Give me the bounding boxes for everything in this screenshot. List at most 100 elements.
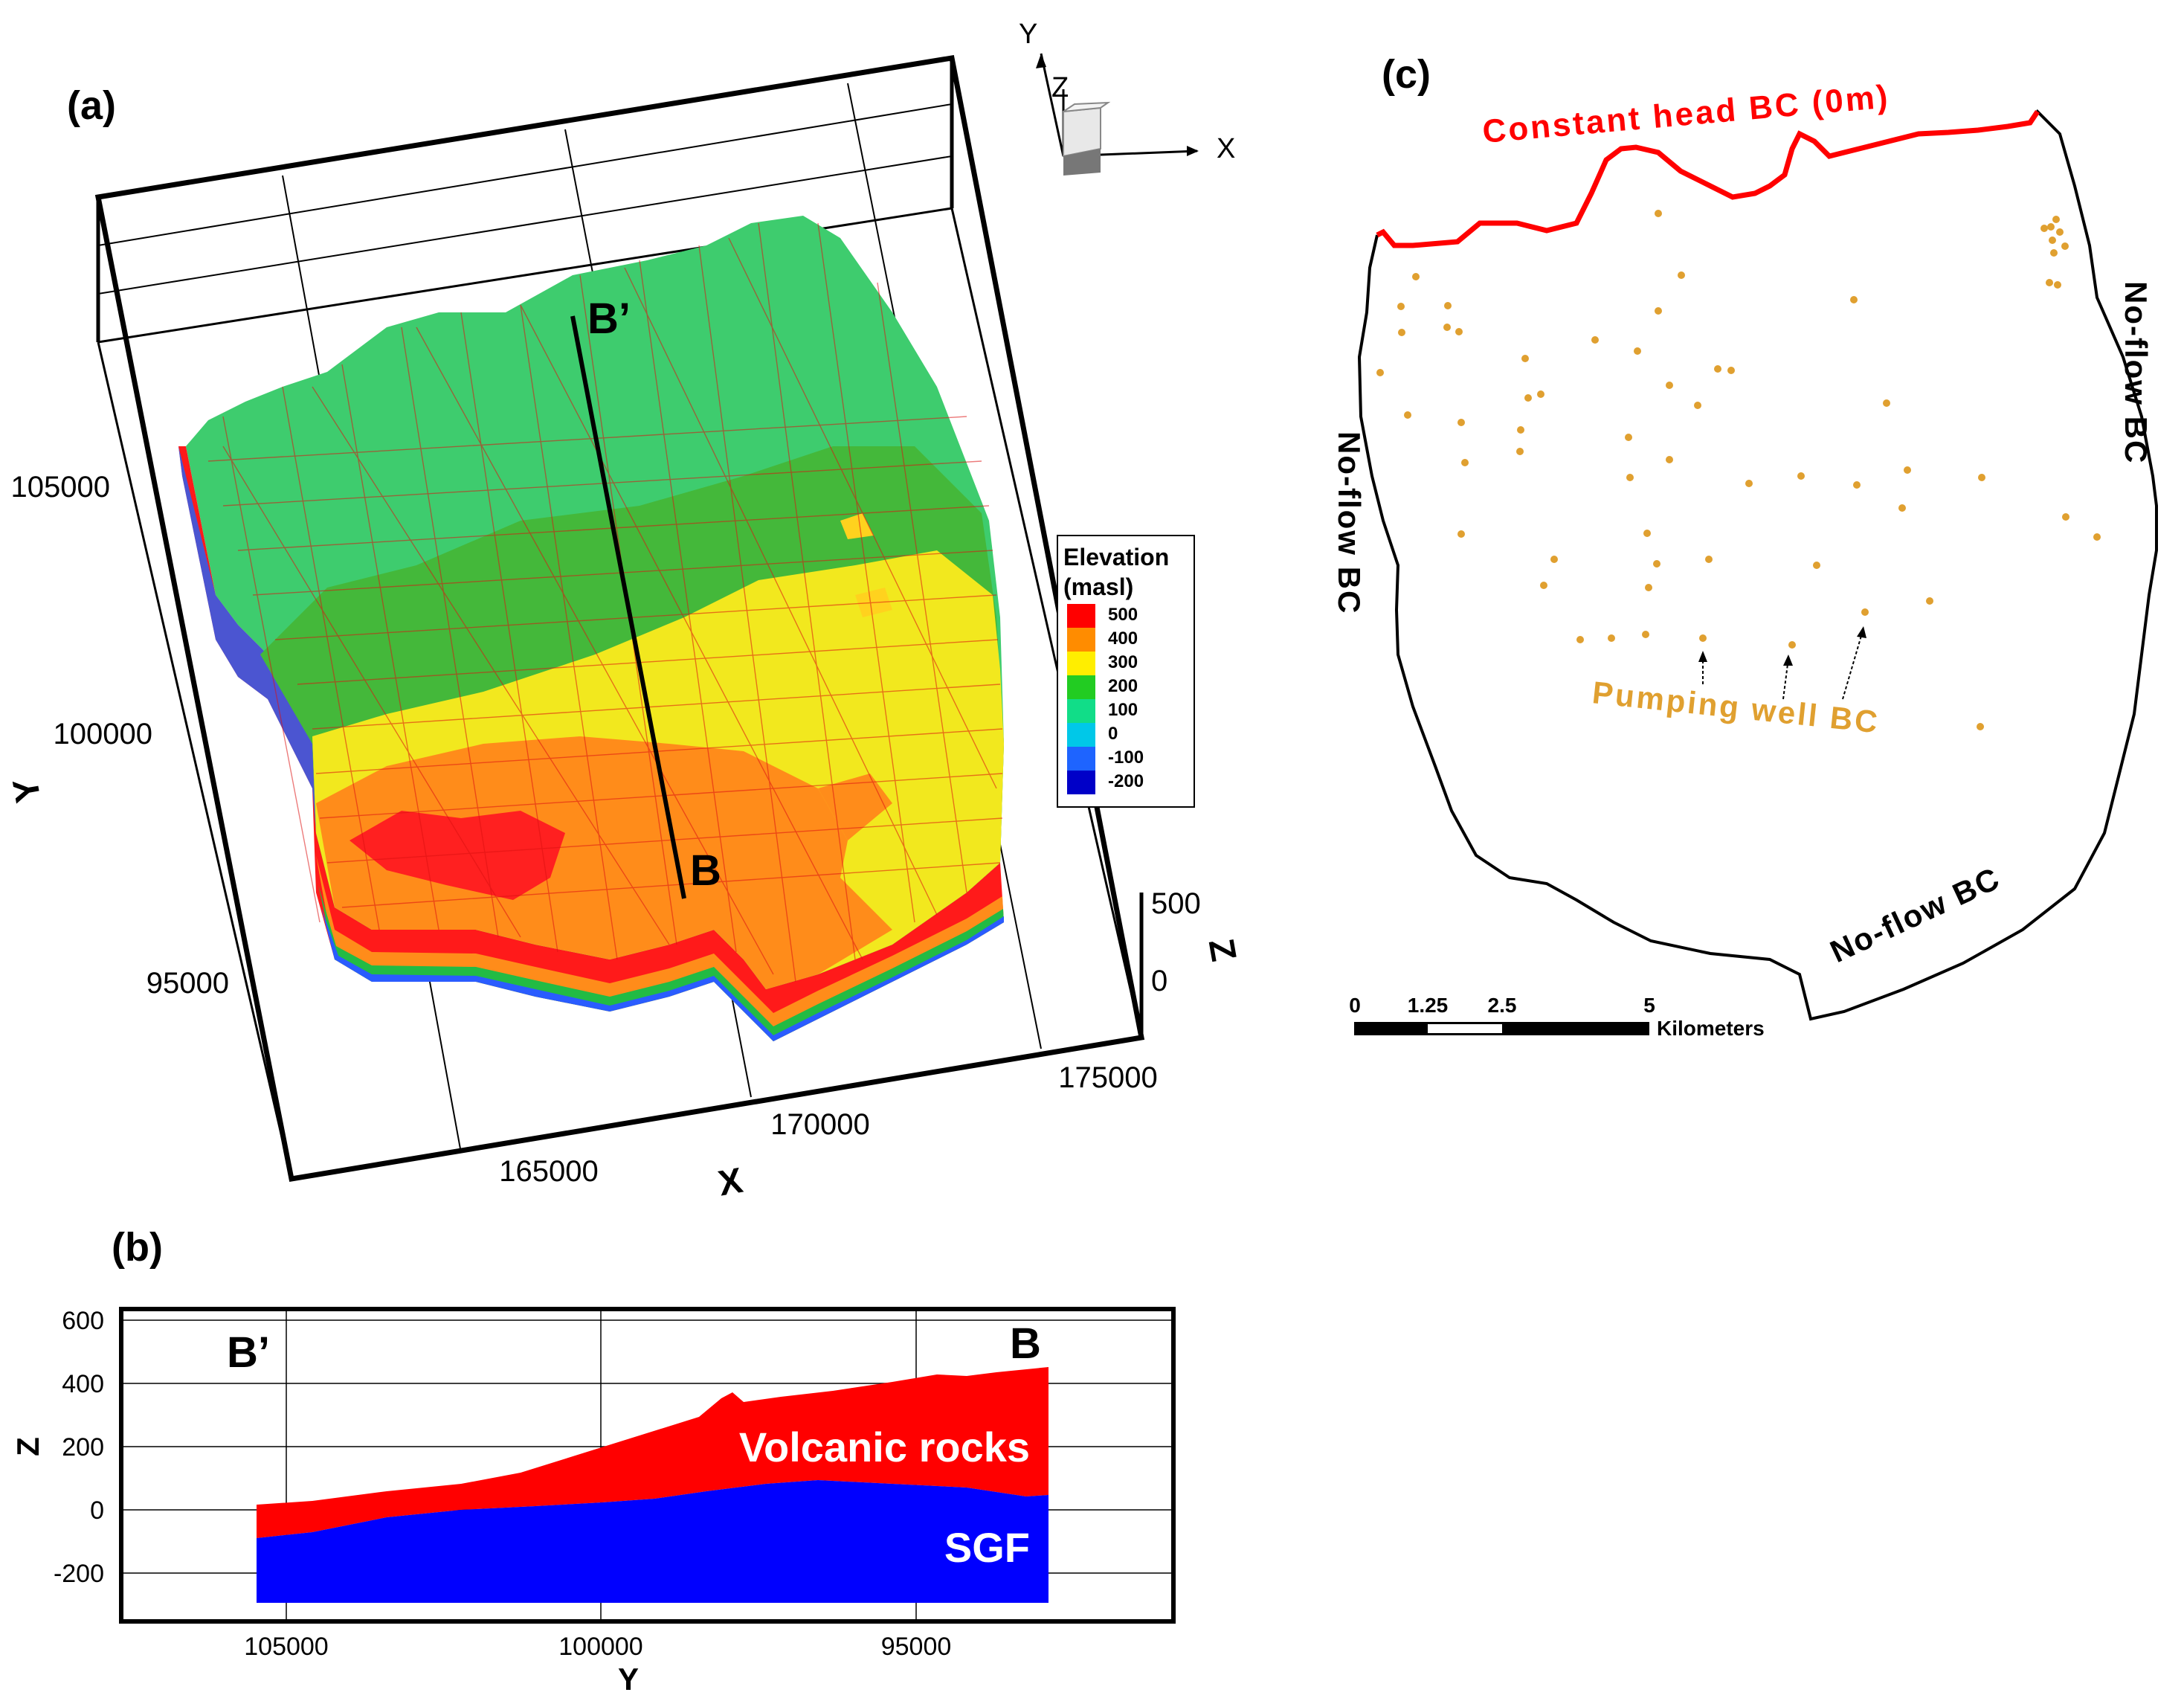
legend-value: 200 [1108, 676, 1138, 696]
y-axis-title: Y [6, 775, 49, 806]
pumping-well-marker [1576, 636, 1584, 643]
x-tick: 175000 [1058, 1061, 1157, 1094]
orientation-axes: Y Z X [1019, 19, 1235, 176]
legend-swatch [1067, 628, 1095, 652]
constant-head-boundary [1376, 110, 2040, 248]
pumping-well-marker [1443, 324, 1451, 331]
z-tick: 0 [90, 1496, 104, 1525]
z-tick: 0 [1151, 965, 1167, 997]
legend-unit: (masl) [1063, 573, 1133, 600]
pumping-well-marker [1521, 355, 1529, 362]
pumping-well-marker [1376, 369, 1384, 376]
pumping-well-marker [2050, 249, 2058, 257]
legend-value: -100 [1108, 747, 1144, 768]
pumping-well-marker [1404, 411, 1411, 419]
pumping-well-marker [1850, 296, 1858, 303]
legend-value: 500 [1108, 605, 1138, 625]
pumping-well-marker [1455, 328, 1463, 335]
panel-a: (a) [6, 19, 1243, 1204]
legend-swatch [1067, 699, 1095, 723]
z-tick: 200 [62, 1433, 104, 1462]
pumping-well-marker [2093, 533, 2101, 541]
pumping-well-marker [1977, 723, 1984, 730]
panel-c: (c) Constant head BC (0m) No-flow BC No-… [1332, 52, 2158, 1040]
y-tick: 100000 [558, 1633, 642, 1661]
orientation-y-label: Y [1019, 19, 1037, 50]
pumping-well-marker [1457, 530, 1465, 538]
z-tick: 600 [62, 1307, 104, 1335]
domain-boundary [1357, 109, 2158, 1021]
volcanic-rocks-layer [257, 1367, 1048, 1538]
y-tick: 95000 [881, 1633, 952, 1661]
pumping-well-marker [1397, 303, 1405, 310]
y-tick: 95000 [146, 967, 229, 1000]
z-tick: -200 [54, 1560, 104, 1588]
pumping-well-marker [1457, 419, 1465, 426]
pumping-well-marker [1643, 530, 1651, 537]
pumping-well-marker [1524, 394, 1532, 402]
pumping-arrows [1702, 630, 1864, 700]
x-tick: 170000 [770, 1108, 869, 1141]
legend-swatch [1067, 747, 1095, 771]
pumping-well-marker [1642, 631, 1649, 638]
pumping-well-marker [1978, 474, 1985, 481]
scale-tick: 1.25 [1408, 994, 1449, 1017]
x-tick: 165000 [499, 1155, 598, 1188]
pumping-well-marker [1926, 597, 1933, 605]
legend-swatch [1067, 652, 1095, 675]
z-axis-title: Z [1201, 936, 1243, 964]
panel-a-label: (a) [67, 83, 116, 128]
pumping-well-marker [1678, 271, 1685, 279]
legend-value: 300 [1108, 652, 1138, 672]
pumping-well-marker [1444, 302, 1452, 309]
panel-b: (b) 600 400 200 0 -200 105000 100000 950… [10, 1225, 1176, 1697]
pumping-well-marker [1745, 480, 1753, 487]
legend-swatch [1067, 604, 1095, 628]
pumping-well-marker [1904, 466, 1911, 474]
pumping-well-marker [1540, 582, 1547, 589]
pumping-well-marker [1398, 329, 1405, 336]
pumping-well-marker [1655, 210, 1662, 217]
elevation-legend: Elevation (masl) 500 400 300 200 100 0 -100 -20… [1057, 535, 1195, 808]
pumping-well-marker [1625, 434, 1632, 441]
legend-swatch [1067, 675, 1095, 699]
scale-tick: 0 [1349, 994, 1361, 1017]
scale-tick: 5 [1643, 994, 1655, 1017]
pumping-well-marker [1861, 608, 1869, 616]
scale-tick: 2.5 [1488, 994, 1517, 1017]
pumping-well-marker [1412, 273, 1420, 280]
orientation-x-label: X [1217, 133, 1235, 164]
layer-label-volcanic: Volcanic rocks [739, 1424, 1030, 1470]
scale-bar: 0 1.25 2.5 5 Kilometers [1349, 994, 1765, 1040]
pumping-well-marker [1727, 367, 1735, 374]
pumping-well-marker [1517, 426, 1524, 434]
pumping-well-marker [2062, 513, 2069, 521]
legend-value: 100 [1108, 700, 1138, 720]
pumping-well-marker [2040, 225, 2048, 232]
sgf-layer [257, 1480, 1048, 1603]
pumping-well-marker [1461, 459, 1469, 466]
no-flow-left-label: No-flow BC [1332, 431, 1367, 614]
legend-value: 0 [1108, 724, 1118, 744]
y-tick: 105000 [244, 1633, 328, 1661]
pumping-well-label: Pumping well BC [1591, 675, 1881, 739]
legend-value: -200 [1108, 771, 1144, 791]
section-label-b: B [1010, 1319, 1041, 1368]
pumping-well-marker [1714, 365, 1721, 373]
no-flow-right-label: No-flow BC [2119, 281, 2154, 464]
pumping-well-marker [2049, 237, 2056, 244]
pumping-well-marker [2061, 242, 2069, 250]
pumping-well-marker [2056, 228, 2064, 236]
legend-swatch [1067, 723, 1095, 747]
pumping-well-marker [1694, 402, 1701, 409]
pumping-well-marker [1591, 336, 1599, 344]
pumping-well-marker [1883, 399, 1890, 407]
orientation-z-label: Z [1051, 72, 1069, 103]
pumping-well-marker [1898, 504, 1906, 512]
pumping-well-marker [1537, 390, 1544, 398]
panel-c-label: (c) [1382, 52, 1431, 97]
pumping-well-marker [1666, 456, 1673, 463]
section-label-b-prime-3d: B’ [587, 295, 631, 343]
layer-label-sgf: SGF [944, 1524, 1030, 1571]
